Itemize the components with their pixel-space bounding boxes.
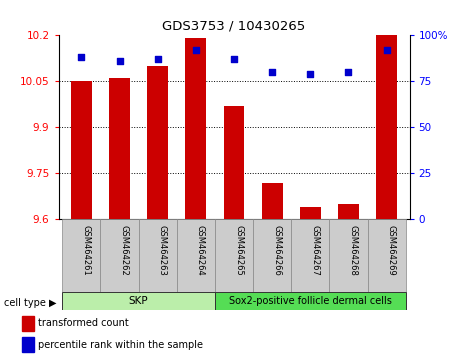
Bar [62, 219, 100, 292]
Bar [139, 219, 177, 292]
Point [78, 55, 85, 60]
Text: GSM464264: GSM464264 [196, 225, 205, 276]
Bar [62, 292, 215, 310]
Bar [300, 207, 321, 219]
Bar [22, 337, 34, 352]
Bar [147, 66, 168, 219]
Bar [109, 78, 130, 219]
Bar [185, 39, 207, 219]
Bar [261, 183, 283, 219]
Bar [22, 316, 34, 331]
Bar [338, 204, 359, 219]
Text: GSM464268: GSM464268 [348, 225, 357, 276]
Bar [291, 219, 329, 292]
Text: cell type ▶: cell type ▶ [4, 298, 57, 308]
Point [230, 57, 238, 62]
Title: GDS3753 / 10430265: GDS3753 / 10430265 [162, 20, 306, 33]
Text: GSM464263: GSM464263 [158, 225, 166, 276]
Bar [224, 106, 244, 219]
Text: GSM464269: GSM464269 [387, 225, 396, 276]
Text: GSM464261: GSM464261 [81, 225, 90, 276]
Bar [368, 219, 406, 292]
Text: GSM464262: GSM464262 [120, 225, 129, 276]
Text: GSM464266: GSM464266 [272, 225, 281, 276]
Bar [177, 219, 215, 292]
Point [269, 69, 276, 75]
Point [383, 47, 390, 53]
Bar [376, 35, 397, 219]
Bar [329, 219, 368, 292]
Bar [215, 292, 406, 310]
Point [345, 69, 352, 75]
Point [116, 58, 123, 64]
Point [307, 71, 314, 77]
Text: SKP: SKP [129, 296, 148, 306]
Text: transformed count: transformed count [38, 318, 129, 329]
Text: percentile rank within the sample: percentile rank within the sample [38, 339, 203, 350]
Point [154, 57, 161, 62]
Bar [100, 219, 139, 292]
Bar [215, 219, 253, 292]
Text: GSM464265: GSM464265 [234, 225, 243, 276]
Text: Sox2-positive follicle dermal cells: Sox2-positive follicle dermal cells [229, 296, 392, 306]
Text: GSM464267: GSM464267 [310, 225, 320, 276]
Bar [71, 81, 92, 219]
Point [192, 47, 199, 53]
Bar [253, 219, 291, 292]
